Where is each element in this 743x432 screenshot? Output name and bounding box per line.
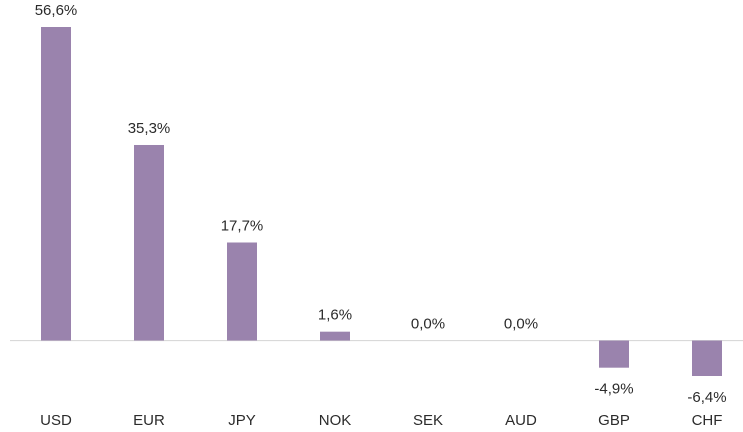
data-label: 17,7% (221, 217, 264, 234)
bar (692, 340, 722, 376)
x-tick-label: JPY (228, 412, 256, 429)
x-tick-label: NOK (319, 412, 352, 429)
data-label: 0,0% (504, 316, 538, 333)
x-tick-label: CHF (692, 412, 723, 429)
data-label: 1,6% (318, 307, 352, 324)
bar (41, 27, 71, 341)
x-tick-label: AUD (505, 412, 537, 429)
data-label: -4,9% (594, 381, 633, 398)
bar (599, 340, 629, 368)
x-tick-label: USD (40, 412, 72, 429)
x-tick-label: GBP (598, 412, 630, 429)
data-label: 0,0% (411, 316, 445, 333)
data-label: 35,3% (128, 120, 171, 137)
bar (134, 144, 164, 341)
bar (320, 331, 350, 341)
x-tick-label: EUR (133, 412, 165, 429)
data-label: 56,6% (35, 2, 78, 19)
data-label: -6,4% (687, 389, 726, 406)
bar (227, 242, 257, 341)
x-tick-label: SEK (413, 412, 443, 429)
